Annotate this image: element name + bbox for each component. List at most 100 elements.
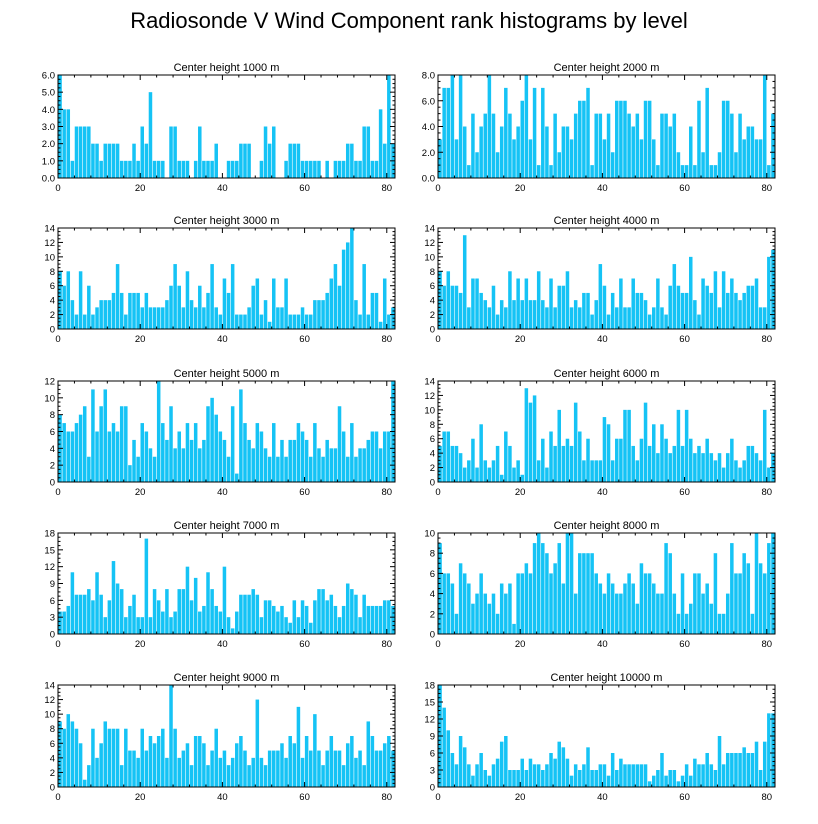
bar <box>623 583 627 634</box>
bar <box>672 264 677 329</box>
bar <box>639 438 644 482</box>
bar <box>491 460 496 482</box>
bar <box>358 314 362 329</box>
bar <box>387 431 391 482</box>
bar <box>243 314 247 329</box>
bar <box>578 431 582 482</box>
bar <box>458 563 463 634</box>
y-tick-label: 0.0 <box>422 174 435 185</box>
bar <box>230 406 235 482</box>
bar <box>230 628 235 634</box>
bar <box>62 109 66 178</box>
bar <box>491 285 496 329</box>
bar <box>230 757 235 787</box>
bar <box>680 445 685 482</box>
bar <box>688 126 693 178</box>
bar <box>148 92 153 178</box>
y-tick-label: 2.0 <box>42 139 55 150</box>
bar <box>185 423 190 482</box>
y-tick-label: 8 <box>430 549 435 560</box>
bar <box>370 292 375 329</box>
bar <box>450 445 455 482</box>
bar <box>504 307 508 329</box>
bar <box>475 593 479 634</box>
x-tick-label: 40 <box>217 639 228 650</box>
panel-9: Center height 9000 m 0 20 40 60 80 0 2 4 6 8 10 12 14 <box>44 672 396 803</box>
bar <box>358 448 362 482</box>
bar <box>532 395 537 482</box>
bar <box>512 623 516 634</box>
bar <box>499 583 504 634</box>
bar <box>730 438 734 482</box>
bar <box>713 770 718 787</box>
bar <box>111 561 116 634</box>
x-tick-label: 0 <box>55 183 60 194</box>
bar <box>300 600 305 634</box>
bar <box>454 764 459 787</box>
bar <box>296 314 301 329</box>
bar <box>152 589 157 634</box>
bar <box>296 143 301 178</box>
bar <box>115 583 120 634</box>
bar <box>202 439 206 482</box>
bar <box>643 402 648 482</box>
bar <box>462 235 467 329</box>
bar <box>610 152 615 178</box>
bar <box>152 456 157 482</box>
bar <box>462 747 467 787</box>
bar <box>767 713 771 787</box>
bar <box>693 758 697 787</box>
bar <box>325 439 329 482</box>
bar <box>647 573 652 634</box>
bar <box>132 594 136 634</box>
bar <box>487 307 492 329</box>
bar <box>762 409 767 482</box>
bar <box>684 292 689 329</box>
bar <box>516 460 520 482</box>
bar <box>528 758 533 787</box>
bar <box>487 75 492 178</box>
bar <box>321 456 325 482</box>
y-tick-label: 18 <box>44 529 55 540</box>
bar <box>263 448 268 482</box>
y-tick-label: 0.0 <box>42 174 55 185</box>
bar <box>284 456 288 482</box>
bar <box>619 438 623 482</box>
bar <box>218 314 223 329</box>
bar <box>754 453 759 482</box>
bar <box>91 314 95 329</box>
panel-title: Center height 6000 m <box>554 368 660 380</box>
bar <box>746 753 751 787</box>
bar <box>173 728 177 787</box>
bar <box>214 728 218 787</box>
bar <box>272 126 276 178</box>
bar <box>475 467 479 482</box>
bar <box>177 285 181 329</box>
bar <box>280 307 284 329</box>
bar <box>226 617 231 634</box>
bar <box>499 474 504 482</box>
bar <box>697 573 701 634</box>
bar <box>536 533 541 634</box>
bar <box>742 460 746 482</box>
bar <box>226 765 231 787</box>
bar <box>709 603 714 634</box>
bar <box>553 307 557 329</box>
bar <box>66 605 71 634</box>
bar <box>565 271 570 329</box>
bar <box>161 160 165 178</box>
bar <box>272 278 276 329</box>
bar <box>697 100 701 178</box>
bar <box>382 600 387 634</box>
bar <box>553 445 557 482</box>
bar <box>528 139 533 178</box>
bar <box>115 431 120 482</box>
x-tick-label: 80 <box>381 334 392 345</box>
bar <box>210 750 214 787</box>
bar <box>557 543 561 634</box>
bar <box>255 699 260 787</box>
bar <box>639 139 644 178</box>
bar <box>341 605 346 634</box>
x-tick-label: 80 <box>381 487 392 498</box>
x-tick-label: 80 <box>381 183 392 194</box>
